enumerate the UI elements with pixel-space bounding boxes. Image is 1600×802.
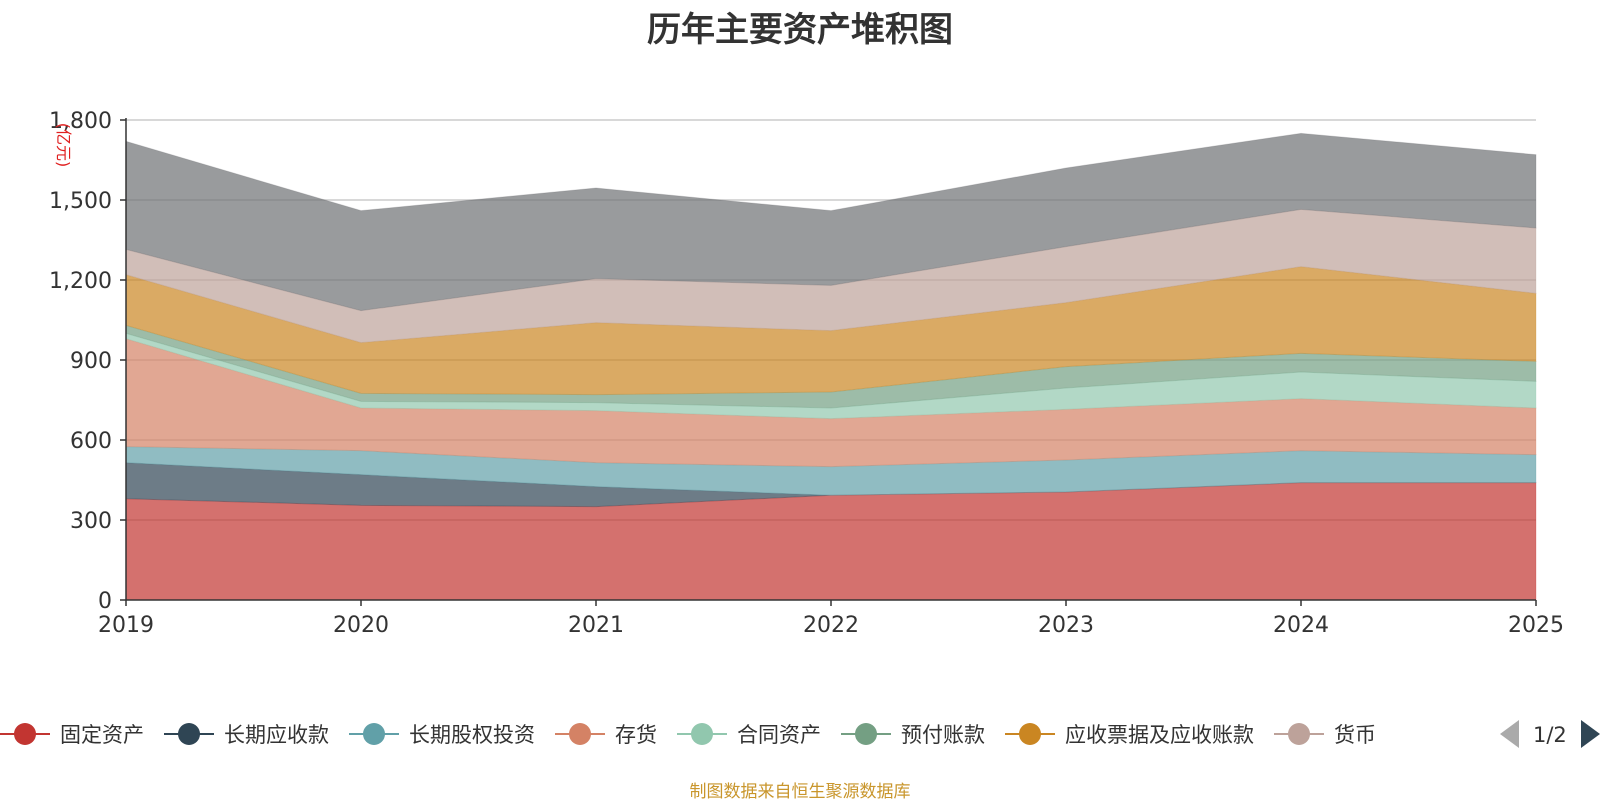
legend-pager: 1/2 bbox=[1500, 720, 1600, 748]
source-note: 制图数据来自恒生聚源数据库 bbox=[689, 782, 911, 802]
legend-item-0[interactable]: 固定资产 bbox=[0, 723, 144, 747]
legend-item-4[interactable]: 合同资产 bbox=[677, 723, 821, 747]
y-tick-label-0: 0 bbox=[98, 589, 112, 614]
legend-item-5[interactable]: 预付账款 bbox=[841, 723, 985, 747]
legend-marker-4 bbox=[691, 723, 713, 745]
legend-item-3[interactable]: 存货 bbox=[555, 723, 657, 747]
area-series-2 bbox=[125, 446, 1537, 496]
y-tick-label-5: 1,500 bbox=[49, 189, 112, 214]
legend-marker-2 bbox=[363, 723, 385, 745]
legend-item-7[interactable]: 货币 bbox=[1274, 723, 1376, 747]
area-series-3 bbox=[125, 337, 1537, 468]
y-tick-label-6: 1,800 bbox=[49, 109, 112, 134]
legend-label-0: 固定资产 bbox=[60, 723, 144, 747]
legend-item-2[interactable]: 长期股权投资 bbox=[349, 723, 535, 747]
axes: 0 300 600 900 1,200 1,500 1,800 2019 2020 2021 202… bbox=[49, 109, 1564, 638]
legend: 固定资产 长期应收款 长期股权投资 存货 合同资产 预付账款 应收票据及应收账款 货币 1/2 bbox=[0, 720, 1600, 748]
legend-prev-page-icon[interactable] bbox=[1500, 720, 1519, 748]
legend-item-1[interactable]: 长期应收款 bbox=[164, 723, 329, 747]
legend-marker-1 bbox=[178, 723, 200, 745]
x-tick-label-5: 2024 bbox=[1273, 613, 1329, 638]
legend-label-3: 存货 bbox=[615, 723, 657, 747]
area-series-4 bbox=[125, 332, 1537, 420]
area-series-1 bbox=[125, 462, 1536, 508]
y-tick-label-1: 300 bbox=[70, 509, 112, 534]
y-tick-label-3: 900 bbox=[70, 349, 112, 374]
legend-label-4: 合同资产 bbox=[737, 723, 821, 747]
legend-marker-0 bbox=[14, 723, 36, 745]
legend-label-6: 应收票据及应收账款 bbox=[1065, 723, 1254, 747]
y-tick-label-2: 600 bbox=[70, 429, 112, 454]
legend-page-indicator: 1/2 bbox=[1533, 723, 1567, 747]
x-tick-label-3: 2022 bbox=[803, 613, 859, 638]
legend-marker-6 bbox=[1019, 723, 1041, 745]
x-tick-label-1: 2020 bbox=[333, 613, 389, 638]
legend-label-2: 长期股权投资 bbox=[409, 723, 535, 747]
area-series-6 bbox=[125, 266, 1537, 396]
x-tick-label-4: 2023 bbox=[1038, 613, 1094, 638]
area-series-layer bbox=[125, 132, 1537, 601]
legend-next-page-icon[interactable] bbox=[1581, 720, 1600, 748]
legend-label-5: 预付账款 bbox=[901, 723, 985, 747]
area-series-8 bbox=[125, 132, 1537, 312]
legend-label-7: 货币 bbox=[1334, 723, 1376, 747]
y-axis-unit-label: (亿元) bbox=[54, 123, 73, 168]
area-series-5 bbox=[125, 324, 1537, 409]
legend-label-1: 长期应收款 bbox=[224, 723, 329, 747]
x-tick-label-2: 2021 bbox=[568, 613, 624, 638]
legend-marker-3 bbox=[569, 723, 591, 745]
legend-item-6[interactable]: 应收票据及应收账款 bbox=[1005, 723, 1254, 747]
y-tick-label-4: 1,200 bbox=[49, 269, 112, 294]
x-tick-label-6: 2025 bbox=[1508, 613, 1564, 638]
area-series-7 bbox=[125, 208, 1537, 344]
x-tick-label-0: 2019 bbox=[98, 613, 154, 638]
legend-marker-5 bbox=[855, 723, 877, 745]
chart-title: 历年主要资产堆积图 bbox=[647, 10, 953, 50]
legend-marker-7 bbox=[1288, 723, 1310, 745]
